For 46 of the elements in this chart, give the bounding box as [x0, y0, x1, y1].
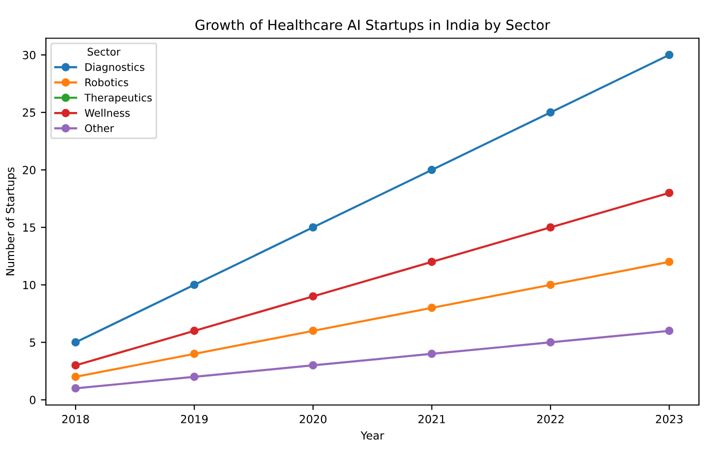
- point: [190, 280, 198, 290]
- point: [428, 304, 436, 312]
- x-tick-label: 2023: [656, 414, 683, 424]
- chart-title: Growth of Healthcare AI Startups in India by Sector: [195, 19, 550, 33]
- x-tick-label: 2020: [300, 414, 326, 424]
- x-tick-label: 2021: [418, 414, 445, 424]
- point: [546, 338, 555, 347]
- legend-label: Wellness: [84, 108, 130, 117]
- point: [308, 292, 318, 301]
- point: [428, 166, 436, 174]
- y-axis-title: Number of Startups: [6, 167, 16, 276]
- point: [308, 326, 318, 336]
- y-tick-label: 25: [22, 108, 36, 117]
- y-tick-label: 30: [22, 50, 36, 60]
- point: [190, 350, 198, 358]
- point: [428, 350, 436, 358]
- point: [190, 372, 198, 381]
- point: [308, 361, 318, 370]
- point: [71, 361, 80, 370]
- point: [665, 50, 674, 60]
- point: [428, 258, 436, 266]
- point: [71, 338, 80, 347]
- legend-label: Therapeutics: [84, 93, 152, 104]
- point: [546, 280, 555, 290]
- y-tick-label: 5: [30, 338, 36, 347]
- point: [71, 384, 80, 392]
- x-tick-label: 2022: [537, 414, 564, 424]
- y-tick-label: 10: [23, 280, 36, 290]
- point: [665, 326, 674, 336]
- legend-label: Diagnostics: [85, 62, 144, 73]
- point: [71, 372, 80, 381]
- point: [546, 223, 555, 232]
- x-axis-title: Year: [360, 431, 384, 440]
- legend-label: Robotics: [85, 78, 128, 86]
- point: [308, 223, 318, 232]
- point: [665, 258, 674, 266]
- y-tick-label: 15: [23, 223, 36, 232]
- point: [190, 326, 198, 336]
- x-tick-label: 2019: [180, 414, 208, 424]
- y-tick-label: 20: [22, 166, 36, 174]
- point: [665, 188, 674, 198]
- x-tick-label: 2018: [62, 414, 89, 424]
- y-tick-label: 0: [30, 396, 36, 404]
- legend-title: Sector: [88, 48, 120, 56]
- legend-label: Other: [85, 124, 114, 132]
- point: [546, 108, 555, 117]
